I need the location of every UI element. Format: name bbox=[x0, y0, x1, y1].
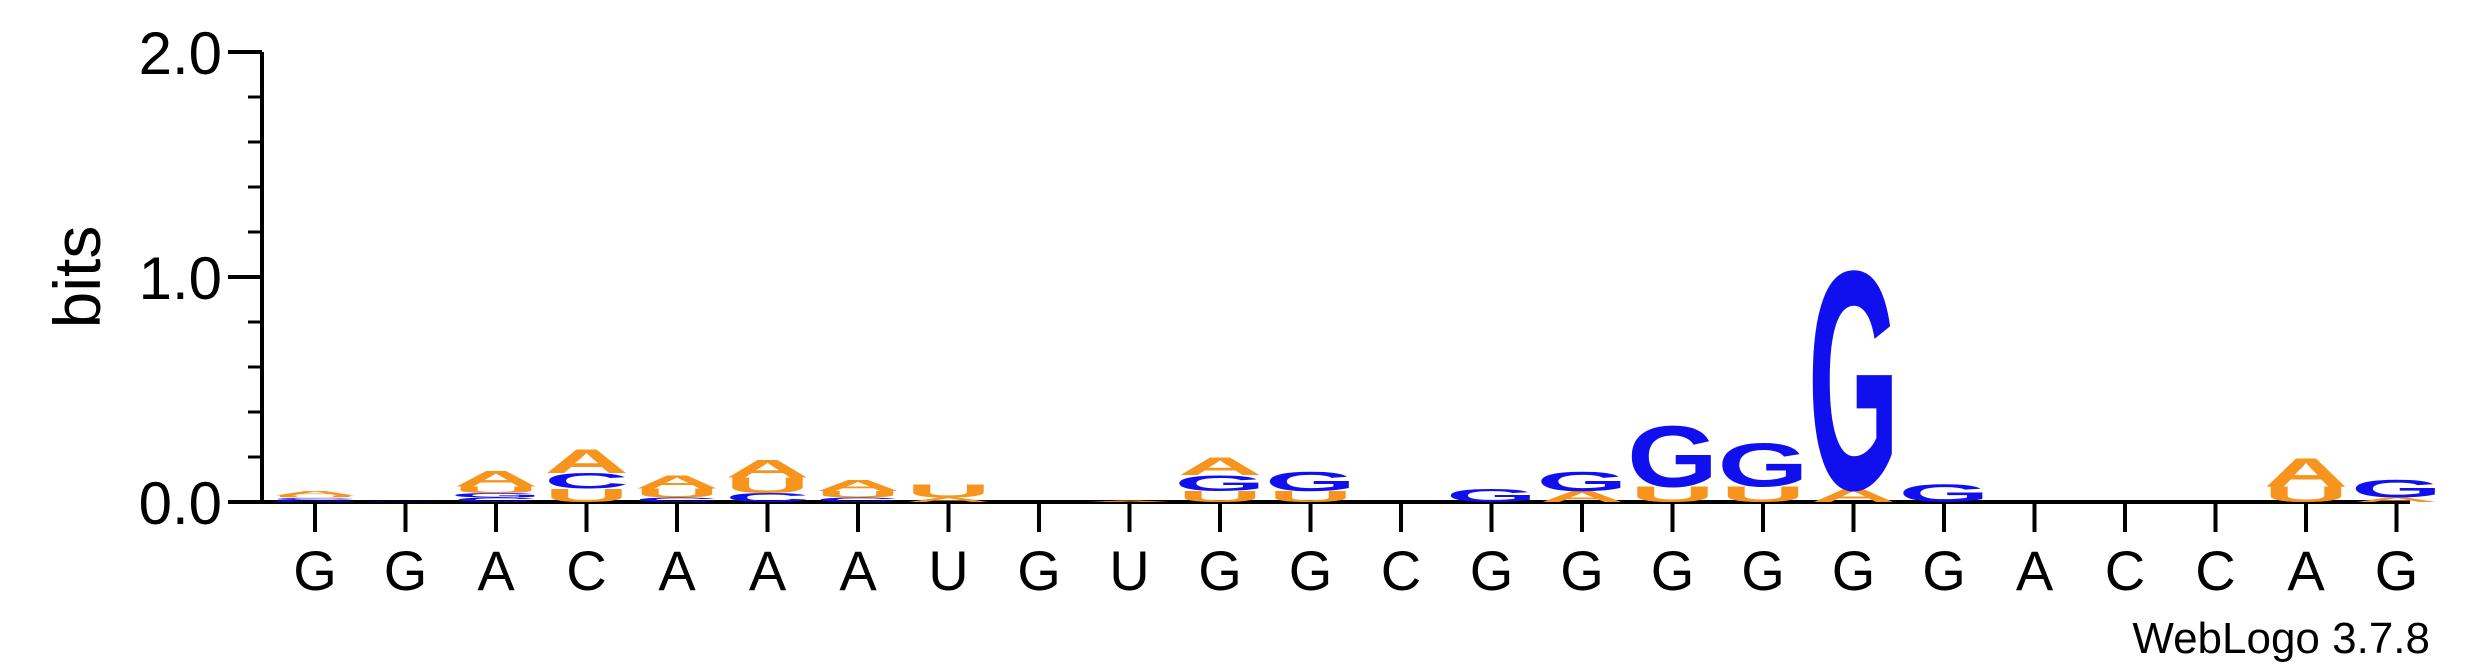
logo-letter-G: G bbox=[1446, 485, 1537, 506]
logo-letter-U: U bbox=[544, 485, 629, 506]
logo-letter-A: A bbox=[1178, 452, 1263, 480]
logo-letter-U: U bbox=[635, 486, 720, 500]
y-ticks: 0.0 1.0 2.0 bbox=[139, 20, 262, 537]
logo-letter-C: C bbox=[725, 491, 810, 505]
logo-letter-U: U bbox=[454, 485, 539, 495]
x-tick-label: G bbox=[1741, 539, 1785, 602]
x-tick-label: C bbox=[2105, 539, 2145, 602]
logo-letter-U: U bbox=[1630, 482, 1715, 506]
logo-letter-A: A bbox=[906, 496, 991, 503]
logo-letter-A: A bbox=[2354, 496, 2439, 503]
logo-letter-C: C bbox=[454, 496, 539, 503]
logo-letter-A: A bbox=[725, 455, 810, 483]
y-tick-label: 0.0 bbox=[139, 470, 222, 537]
logo-letter-A: A bbox=[2264, 450, 2349, 495]
x-tick-label: C bbox=[566, 539, 606, 602]
logo-letter-G: G bbox=[360, 501, 451, 502]
x-tick-label: G bbox=[1470, 539, 1514, 602]
x-tick-label: G bbox=[384, 539, 428, 602]
x-tick-label: G bbox=[1832, 539, 1876, 602]
logo-letter-G: G bbox=[1536, 466, 1627, 497]
y-tick-label: 2.0 bbox=[139, 20, 222, 87]
x-tick-label: C bbox=[2195, 539, 2235, 602]
x-tick-label: G bbox=[1651, 539, 1695, 602]
logo-letter-C: C bbox=[635, 496, 720, 503]
logo-letter-A: A bbox=[635, 472, 720, 493]
logo-letter-C: C bbox=[544, 469, 629, 493]
logo-letter-G: G bbox=[269, 499, 360, 503]
logo-letter-C: C bbox=[273, 497, 358, 501]
y-tick-label: 1.0 bbox=[139, 245, 222, 312]
logo-letter-G: G bbox=[450, 492, 541, 499]
x-tick-label: A bbox=[2016, 539, 2054, 602]
logo-letter-A: A bbox=[1540, 488, 1625, 506]
logo-letter-A: A bbox=[454, 467, 539, 491]
x-tick-label: A bbox=[749, 539, 787, 602]
logo-letter-A: A bbox=[544, 442, 629, 480]
x-tick-label: C bbox=[1381, 539, 1421, 602]
logo-letter-A: A bbox=[1811, 485, 1896, 506]
logo-letter-U: U bbox=[1268, 488, 1353, 506]
logo-letter-A: A bbox=[273, 490, 358, 497]
x-tick-label: G bbox=[1560, 539, 1604, 602]
logo-letter-G: G bbox=[1808, 206, 1899, 556]
logo-letter-A: A bbox=[1087, 500, 1172, 502]
logo-letter-U: U bbox=[2264, 482, 2349, 506]
logo-letter-G: G bbox=[1265, 466, 1356, 497]
x-tick-label: G bbox=[1289, 539, 1333, 602]
logo-letter-U: U bbox=[816, 489, 901, 499]
x-tick-label: A bbox=[477, 539, 515, 602]
credit-label: WebLogo 3.7.8 bbox=[2132, 614, 2430, 663]
x-tick-label: G bbox=[1198, 539, 1242, 602]
x-tick-label: A bbox=[658, 539, 696, 602]
logo-letter-U: U bbox=[1721, 482, 1806, 506]
x-tick-label: G bbox=[2375, 539, 2419, 602]
x-tick-label: A bbox=[839, 539, 877, 602]
logo-letter-U: U bbox=[906, 481, 991, 502]
x-tick-label: G bbox=[1922, 539, 1966, 602]
x-tick-label: A bbox=[2287, 539, 2325, 602]
logo-letter-G: G bbox=[1898, 479, 1989, 507]
y-axis-label: bits bbox=[40, 226, 114, 329]
chart-axes: bits WebLogo 3.7.8 bbox=[40, 52, 2430, 663]
x-tick-label: U bbox=[928, 539, 968, 602]
logo-letter-A: A bbox=[816, 477, 901, 495]
logo-letter-G: G bbox=[1717, 430, 1808, 500]
logo-letter-U: U bbox=[1178, 488, 1263, 506]
x-tick-label: G bbox=[1017, 539, 1061, 602]
logo-letter-C: C bbox=[816, 496, 901, 503]
logo-letter-G: G bbox=[1174, 471, 1265, 495]
x-tick-label: G bbox=[293, 539, 337, 602]
x-tick-label: U bbox=[1109, 539, 1149, 602]
logo-letter-G: G bbox=[1627, 407, 1718, 505]
logo-letter-U: U bbox=[273, 495, 358, 499]
logo-letter-G: G bbox=[2351, 475, 2442, 503]
logo-letter-U: U bbox=[725, 473, 810, 497]
